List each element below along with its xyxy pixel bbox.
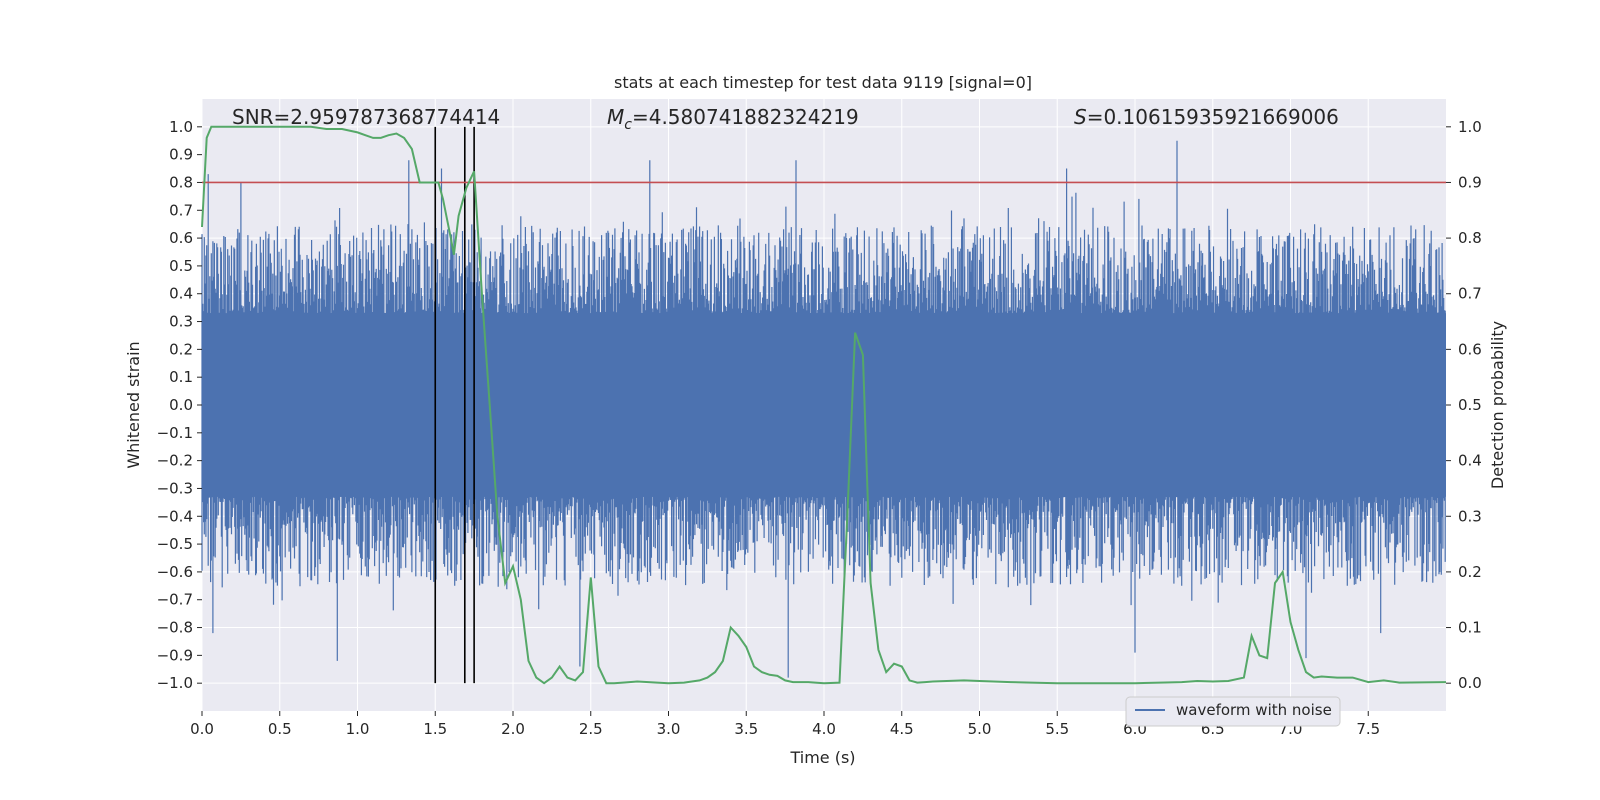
vertical-markers — [434, 126, 475, 684]
y-right-tick-label: 0.5 — [1458, 396, 1482, 414]
legend-box — [1125, 696, 1341, 727]
x-tick-label: 4.5 — [890, 720, 914, 738]
y-left-tick-label: 0.6 — [169, 229, 193, 247]
y-left-tick-label: 0.9 — [169, 146, 193, 164]
y-left-tick-label: −0.3 — [157, 479, 193, 497]
y-left-tick-label: −0.6 — [157, 563, 193, 581]
mc-subscript: c — [624, 117, 632, 133]
x-tick-label: 5.5 — [1045, 720, 1069, 738]
y-left-tick-label: 0.1 — [169, 368, 193, 386]
waveform-trace — [201, 140, 1446, 678]
mc-annotation: Mc=4.580741882324219 — [607, 105, 859, 133]
y-left-tick-label: 0.0 — [169, 396, 193, 414]
y-left-tick-label: 0.8 — [169, 173, 193, 191]
y-left-tick-label: 0.5 — [169, 257, 193, 275]
s-value: =0.10615935921669006 — [1087, 105, 1339, 129]
y-left-tick-label: −0.5 — [157, 535, 193, 553]
x-tick-label: 4.0 — [812, 720, 836, 738]
y-left-tick-label: 0.4 — [169, 285, 193, 303]
x-tick-label: 0.5 — [268, 720, 292, 738]
mc-value: =4.580741882324219 — [632, 105, 859, 129]
y-right-tick-label: 0.3 — [1458, 507, 1482, 525]
x-tick-label: 3.0 — [657, 720, 681, 738]
y-right-tick-label: 1.0 — [1458, 118, 1482, 136]
y-right-tick-label: 0.6 — [1458, 340, 1482, 358]
waveform-series — [201, 140, 1446, 678]
legend-label: waveform with noise — [1176, 701, 1332, 719]
x-tick-label: 0.0 — [190, 720, 214, 738]
x-tick-label: 3.5 — [734, 720, 758, 738]
y-left-tick-label: −0.9 — [157, 646, 193, 664]
y-left-axis-label: Whitened strain — [124, 341, 143, 468]
x-tick-label: 2.0 — [501, 720, 525, 738]
y-right-tick-label: 0.1 — [1458, 619, 1482, 637]
x-tick-label: 2.5 — [579, 720, 603, 738]
y-left-tick-label: −0.8 — [157, 619, 193, 637]
y-right-tick-label: 0.9 — [1458, 173, 1482, 191]
y-left-tick-label: −0.2 — [157, 452, 193, 470]
y-left-tick-label: −1.0 — [157, 674, 193, 692]
snr-annotation: SNR=2.959787368774414 — [232, 105, 500, 129]
y-right-tick-label: 0.8 — [1458, 229, 1482, 247]
x-axis-label: Time (s) — [789, 748, 855, 767]
y-left-tick-label: −0.1 — [157, 424, 193, 442]
probability-series — [201, 125, 1447, 685]
mc-symbol: M — [607, 105, 624, 129]
y-left-tick-label: 0.2 — [169, 340, 193, 358]
s-symbol: S — [1074, 105, 1087, 129]
legend: waveform with noise — [1125, 696, 1341, 727]
y-right-tick-label: 0.0 — [1458, 674, 1482, 692]
x-tick-label: 1.5 — [423, 720, 447, 738]
x-tick-label: 7.5 — [1356, 720, 1380, 738]
y-left-tick-label: 1.0 — [169, 118, 193, 136]
y-left-tick-label: 0.7 — [169, 201, 193, 219]
s-annotation: S=0.10615935921669006 — [1074, 105, 1339, 129]
y-right-tick-label: 0.2 — [1458, 563, 1482, 581]
y-right-axis-label: Detection probability — [1488, 321, 1507, 489]
x-tick-label: 1.0 — [346, 720, 370, 738]
y-left-tick-label: 0.3 — [169, 313, 193, 331]
y-left-tick-label: −0.7 — [157, 591, 193, 609]
y-right-tick-label: 0.4 — [1458, 452, 1482, 470]
y-right-tick-label: 0.7 — [1458, 285, 1482, 303]
y-left-tick-label: −0.4 — [157, 507, 193, 525]
probability-line — [201, 125, 1447, 685]
x-tick-label: 5.0 — [968, 720, 992, 738]
chart-title: stats at each timestep for test data 911… — [614, 73, 1032, 92]
